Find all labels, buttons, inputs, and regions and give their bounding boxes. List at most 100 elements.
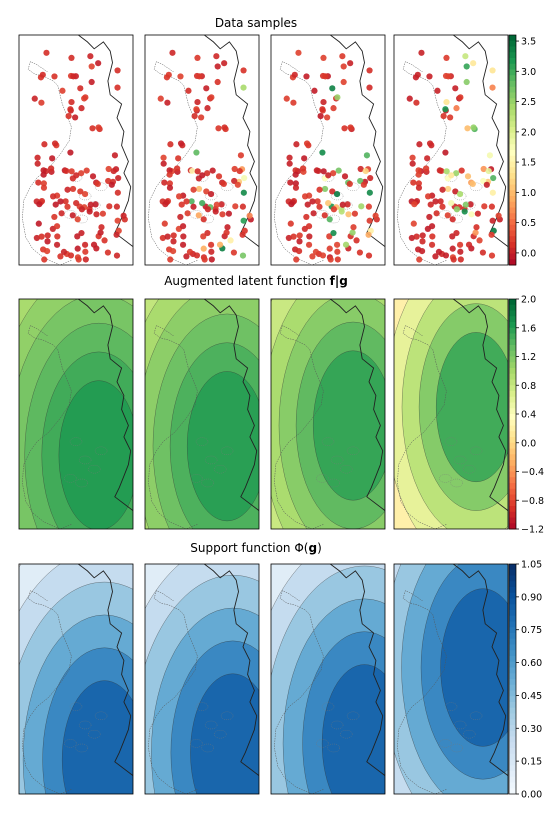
data-point xyxy=(447,114,454,121)
lake-outline xyxy=(94,182,108,192)
data-point xyxy=(434,87,441,94)
data-point xyxy=(413,233,420,240)
data-point xyxy=(166,184,174,191)
colorbar-tick-label: 2.0 xyxy=(521,295,536,306)
lake-outline xyxy=(69,437,83,446)
colorbar-segment xyxy=(509,564,516,571)
data-point xyxy=(113,231,120,238)
colorbar-segment xyxy=(509,465,516,472)
data-point xyxy=(292,180,299,187)
data-point xyxy=(350,224,357,231)
lake-outline xyxy=(439,739,452,748)
colorbar-1: 0.0 0.5 1.0 1.5 2.0 2.5 3.0 3.5 xyxy=(508,34,536,266)
data-point xyxy=(209,167,216,174)
colorbar-segment xyxy=(509,638,516,645)
data-point xyxy=(442,149,449,156)
data-point xyxy=(495,212,502,219)
colorbar-segment xyxy=(509,327,516,334)
data-point xyxy=(365,231,372,238)
data-point xyxy=(305,223,313,230)
data-point xyxy=(295,49,302,56)
data-point xyxy=(72,114,79,121)
data-point xyxy=(349,229,356,236)
colorbar-segment xyxy=(509,40,516,47)
data-point xyxy=(413,99,420,106)
data-point xyxy=(456,190,464,198)
colorbar-segment xyxy=(509,75,516,82)
colorbar-segment xyxy=(509,259,516,266)
lake-outline xyxy=(346,182,360,192)
data-point xyxy=(174,165,181,172)
data-point xyxy=(58,210,65,217)
lake-outline xyxy=(204,455,218,465)
data-point xyxy=(314,198,321,205)
data-point xyxy=(437,198,444,205)
data-point xyxy=(177,213,184,221)
colorbar-segment xyxy=(509,368,516,375)
data-point xyxy=(414,71,421,78)
data-point xyxy=(157,95,164,102)
colorbar-segment xyxy=(509,253,516,260)
data-point xyxy=(221,124,228,131)
data-point xyxy=(442,252,450,259)
data-point xyxy=(57,253,64,260)
colorbar-segment xyxy=(509,707,516,714)
scatter-panel-3 xyxy=(270,34,386,266)
data-point xyxy=(438,167,445,175)
colorbar-segment xyxy=(509,575,516,582)
lake-outline xyxy=(450,743,463,753)
contour-level xyxy=(58,380,133,529)
colorbar-segment xyxy=(509,506,516,513)
data-point xyxy=(207,241,215,248)
colorbar-segment xyxy=(509,442,516,449)
data-point xyxy=(68,98,75,106)
data-point xyxy=(300,165,307,172)
colorbar-segment xyxy=(509,356,516,363)
colorbar-segment xyxy=(509,736,516,743)
colorbar-segment xyxy=(509,667,516,674)
colorbar-tick-label: 1.5 xyxy=(521,158,536,169)
data-point xyxy=(88,63,95,70)
colorbar-segment xyxy=(509,633,516,640)
data-point xyxy=(68,54,75,62)
data-point xyxy=(199,172,206,179)
lake-outline xyxy=(64,739,77,748)
data-point xyxy=(322,73,329,80)
lake-outline xyxy=(321,437,335,446)
lake-outline xyxy=(94,711,108,720)
colorbar-segment xyxy=(509,104,516,111)
data-point xyxy=(64,203,71,210)
data-point xyxy=(366,84,373,91)
colorbar-segment xyxy=(509,167,516,174)
panel-frame xyxy=(393,563,509,795)
contour-level xyxy=(436,332,508,482)
data-point xyxy=(114,189,121,196)
contour-level xyxy=(190,673,259,794)
data-point xyxy=(312,248,320,256)
colorbar-segment xyxy=(509,437,516,444)
colorbar-segment xyxy=(509,679,516,686)
data-point xyxy=(415,171,422,178)
data-point xyxy=(164,233,171,240)
data-point xyxy=(424,193,432,200)
data-point xyxy=(101,237,108,244)
data-point xyxy=(315,167,322,175)
colorbar-segment xyxy=(509,650,516,657)
data-point xyxy=(224,224,231,231)
data-point xyxy=(204,206,212,213)
data-point xyxy=(357,165,364,173)
data-point xyxy=(329,188,336,195)
data-point xyxy=(188,198,195,205)
data-point xyxy=(303,140,311,147)
colorbar-segment xyxy=(509,702,516,709)
colorbar-segment xyxy=(509,414,516,421)
data-point xyxy=(51,140,59,147)
data-point xyxy=(463,78,470,86)
lake-outline xyxy=(453,191,467,201)
data-point xyxy=(351,210,358,217)
colorbar-segment xyxy=(509,454,516,461)
data-point xyxy=(464,173,472,180)
data-point xyxy=(59,87,66,94)
lake-outline xyxy=(94,446,108,455)
data-point xyxy=(485,167,492,175)
